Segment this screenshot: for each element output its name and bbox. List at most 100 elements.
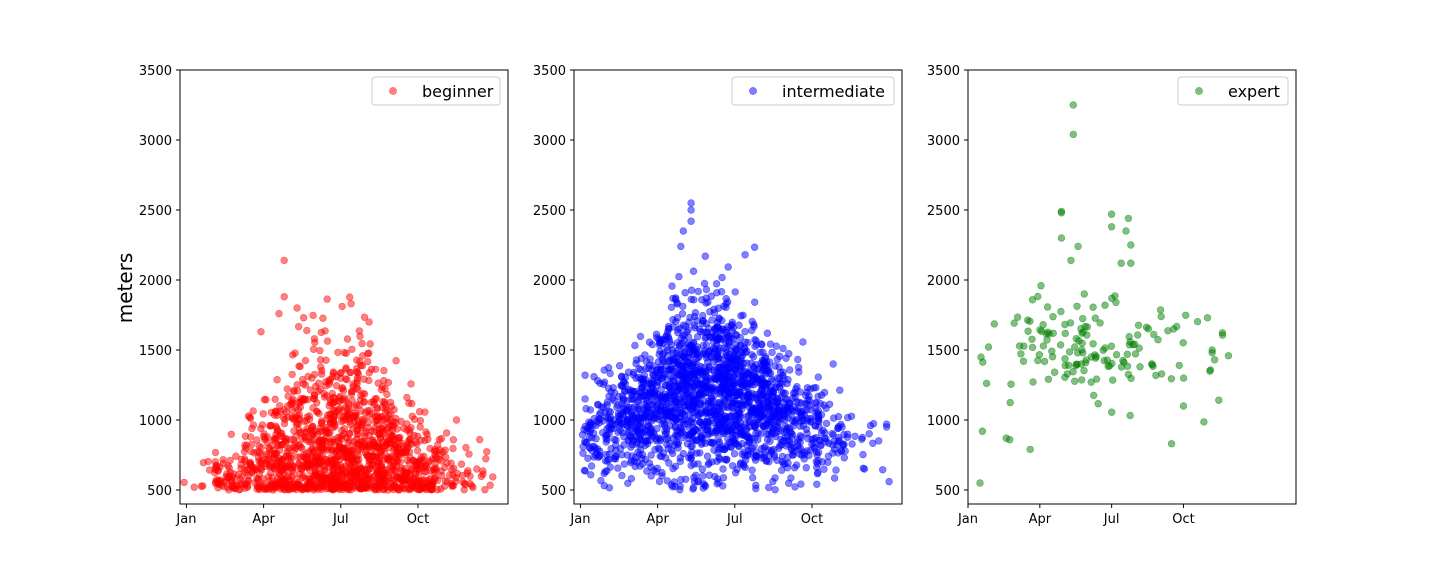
point: [1206, 367, 1214, 375]
point: [772, 383, 780, 391]
point: [672, 383, 680, 391]
point: [750, 381, 758, 389]
point: [765, 420, 774, 428]
point: [1057, 307, 1065, 316]
point: [814, 456, 822, 465]
point: [775, 363, 783, 371]
legend-box: [731, 76, 895, 106]
point: [321, 473, 329, 482]
point: [882, 423, 891, 431]
legend: expert: [1177, 76, 1289, 106]
point: [338, 302, 346, 311]
point: [859, 450, 867, 459]
y-tick-label: 3000: [139, 134, 172, 149]
point: [632, 374, 640, 382]
point: [785, 366, 794, 374]
point: [718, 273, 726, 282]
point: [376, 434, 385, 442]
point: [802, 464, 810, 472]
point: [1117, 259, 1125, 267]
point: [222, 473, 230, 481]
point: [279, 413, 288, 422]
series-intermediate-points: [578, 199, 893, 494]
point: [334, 348, 342, 357]
point: [834, 412, 843, 421]
point: [847, 412, 856, 420]
point: [296, 362, 304, 371]
point: [1037, 282, 1045, 290]
point: [1179, 402, 1188, 410]
point: [660, 370, 668, 379]
point: [284, 392, 292, 400]
point: [758, 375, 766, 383]
point: [751, 422, 759, 430]
point: [701, 439, 710, 447]
point: [686, 341, 695, 349]
point: [254, 477, 262, 485]
point: [695, 352, 703, 361]
point: [703, 377, 711, 385]
point: [606, 463, 614, 471]
point: [1134, 321, 1143, 329]
point: [978, 427, 987, 435]
point: [605, 392, 613, 400]
y-tick-label: 3000: [533, 134, 566, 149]
point: [1023, 316, 1032, 324]
point: [360, 375, 368, 383]
point: [299, 380, 308, 388]
point: [689, 384, 697, 392]
point: [316, 346, 324, 355]
point: [271, 461, 280, 469]
point: [1017, 350, 1025, 358]
point: [1089, 303, 1097, 311]
point: [354, 371, 363, 379]
legend-box: [371, 76, 501, 106]
point: [292, 404, 300, 412]
point: [695, 418, 704, 426]
point: [262, 396, 270, 404]
legend: beginner: [371, 76, 501, 106]
point: [224, 462, 232, 470]
point: [305, 415, 314, 423]
point: [829, 431, 837, 439]
point: [648, 384, 656, 392]
point: [663, 346, 672, 354]
legend-marker: [749, 87, 757, 95]
point: [600, 366, 608, 374]
point: [257, 328, 265, 336]
point: [671, 295, 680, 303]
point: [316, 452, 325, 461]
point: [586, 471, 595, 479]
point: [1111, 292, 1119, 300]
point: [1080, 290, 1089, 298]
point: [365, 318, 373, 326]
point: [643, 467, 651, 475]
point: [713, 425, 722, 433]
point: [633, 424, 641, 433]
point: [308, 436, 316, 444]
point: [615, 362, 624, 370]
point: [433, 486, 441, 494]
point: [343, 335, 352, 343]
point: [292, 432, 300, 440]
point: [724, 373, 732, 381]
point: [1224, 352, 1233, 360]
point: [645, 338, 654, 346]
point: [738, 363, 746, 371]
point: [774, 424, 783, 432]
point: [761, 382, 770, 391]
point: [251, 466, 259, 474]
point: [283, 473, 291, 481]
x-tick-label: Apr: [1029, 512, 1052, 527]
point: [654, 378, 662, 387]
point: [593, 417, 601, 425]
point: [721, 412, 730, 421]
point: [744, 338, 752, 347]
point: [325, 380, 333, 388]
point: [1066, 319, 1075, 327]
point: [238, 473, 246, 481]
point: [719, 360, 727, 368]
point: [1043, 336, 1051, 344]
point: [365, 431, 373, 440]
point: [249, 421, 258, 429]
